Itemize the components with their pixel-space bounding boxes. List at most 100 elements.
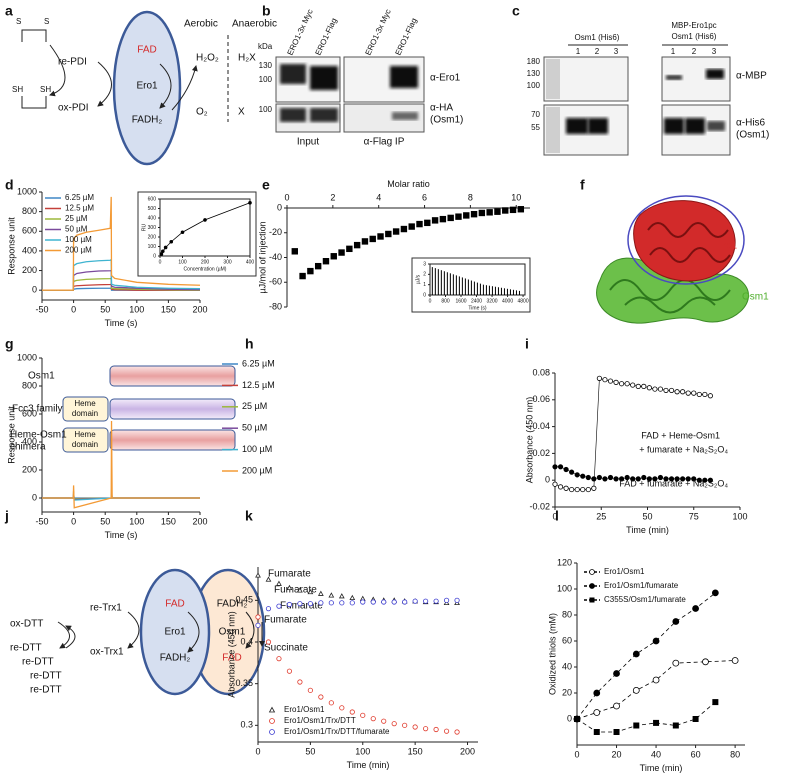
x-tick-label: 2400	[471, 298, 482, 304]
domain	[109, 429, 236, 451]
legend-label: Ero1/Osm1/Trx/DTT/fumarate	[284, 727, 390, 736]
marker	[163, 245, 168, 250]
band	[310, 66, 338, 90]
bar	[476, 282, 478, 295]
antibody-label: α-MBP	[736, 71, 767, 82]
marker	[328, 700, 334, 706]
panel-c: Osm1 (His6) MBP-Ero1pc Osm1 (His6) 1 2 3…	[527, 21, 769, 156]
marker	[486, 209, 493, 216]
marker	[412, 724, 418, 730]
marker	[692, 716, 699, 722]
bar	[494, 286, 496, 295]
x-tick-label: 50	[100, 304, 110, 314]
marker	[439, 215, 447, 223]
y-tick-label: 0.08	[532, 367, 550, 377]
y-tick-label: 400	[22, 436, 37, 446]
marker	[370, 599, 376, 605]
marker	[286, 668, 293, 674]
marker	[381, 718, 387, 724]
band	[280, 108, 306, 122]
y-axis-label: Oxidized thiols (mM)	[547, 613, 557, 695]
label: re-DTT	[30, 671, 62, 682]
marker-label: 100	[259, 75, 273, 84]
panel-b: kDa ERO1-3x Myc ERO1-Flag ERO1-3x Myc ER…	[258, 8, 463, 148]
band	[666, 75, 682, 80]
band	[706, 69, 724, 79]
x-tick-label: 3200	[486, 298, 497, 304]
marker	[591, 476, 597, 482]
marker	[463, 212, 470, 219]
enzyme-ellipse	[112, 10, 182, 166]
x-tick-label: 10	[511, 192, 521, 202]
lane-label: 2	[595, 47, 600, 56]
group-label: α-Flag IP	[364, 137, 405, 148]
ladder	[546, 59, 560, 99]
marker	[569, 469, 575, 475]
marker	[589, 569, 595, 575]
marker	[433, 598, 439, 604]
marker	[307, 687, 313, 693]
y-tick-label: 1000	[17, 186, 37, 196]
marker	[276, 603, 282, 609]
marker	[370, 716, 376, 722]
label: ox-PDI	[58, 103, 89, 114]
marker	[322, 258, 330, 265]
arrow	[159, 63, 172, 109]
panel-label: e	[262, 177, 270, 193]
marker	[635, 476, 641, 482]
marker	[307, 267, 314, 275]
label: FAD	[222, 653, 241, 664]
marker	[369, 235, 376, 243]
domain-label: domain	[72, 440, 98, 449]
marker	[607, 474, 614, 481]
marker	[276, 656, 282, 662]
y-tick-label: 0.04	[532, 421, 550, 431]
marker	[269, 718, 275, 724]
marker	[423, 726, 429, 732]
x-axis-label: Concentration (µM)	[184, 266, 227, 272]
marker	[680, 476, 686, 482]
heme-domain	[62, 427, 109, 453]
y-axis-label: Response unit	[6, 217, 16, 275]
band	[707, 121, 725, 131]
bar	[491, 286, 493, 295]
y-tick-label: 3	[423, 261, 426, 267]
panel-label: d	[5, 177, 14, 193]
x-tick-label: 20	[612, 749, 622, 759]
label: re-DTT	[22, 657, 54, 668]
atom: SH	[40, 85, 51, 94]
bar	[446, 272, 448, 295]
domain-label: domain	[72, 409, 98, 418]
series-line	[576, 592, 716, 720]
marker	[691, 476, 697, 482]
marker-label: 180	[527, 57, 541, 66]
marker	[633, 722, 640, 729]
marker	[286, 601, 293, 608]
marker	[696, 477, 702, 483]
band	[390, 66, 418, 88]
marker	[602, 377, 608, 383]
bar	[512, 289, 514, 295]
marker	[668, 476, 675, 482]
arrow	[57, 621, 70, 649]
marker	[585, 486, 591, 493]
marker	[265, 606, 272, 612]
marker	[330, 253, 337, 260]
x-tick-label: 100	[732, 511, 747, 521]
label: H₂X	[238, 53, 256, 64]
legend-label: Ero1/Osm1/fumarate	[604, 581, 679, 590]
y-tick-label: 800	[22, 380, 37, 390]
blot	[343, 103, 425, 133]
x-tick-label: 300	[223, 259, 232, 265]
label: FAD	[165, 599, 184, 610]
y-tick-label: 300	[148, 225, 157, 231]
marker	[589, 583, 595, 589]
marker	[731, 657, 739, 664]
label: O₂	[196, 107, 208, 118]
marker	[443, 597, 450, 603]
x-axis-label: Time (min)	[347, 760, 390, 770]
x-tick-label: 25	[596, 511, 606, 521]
marker	[402, 722, 408, 728]
bar	[470, 280, 472, 295]
